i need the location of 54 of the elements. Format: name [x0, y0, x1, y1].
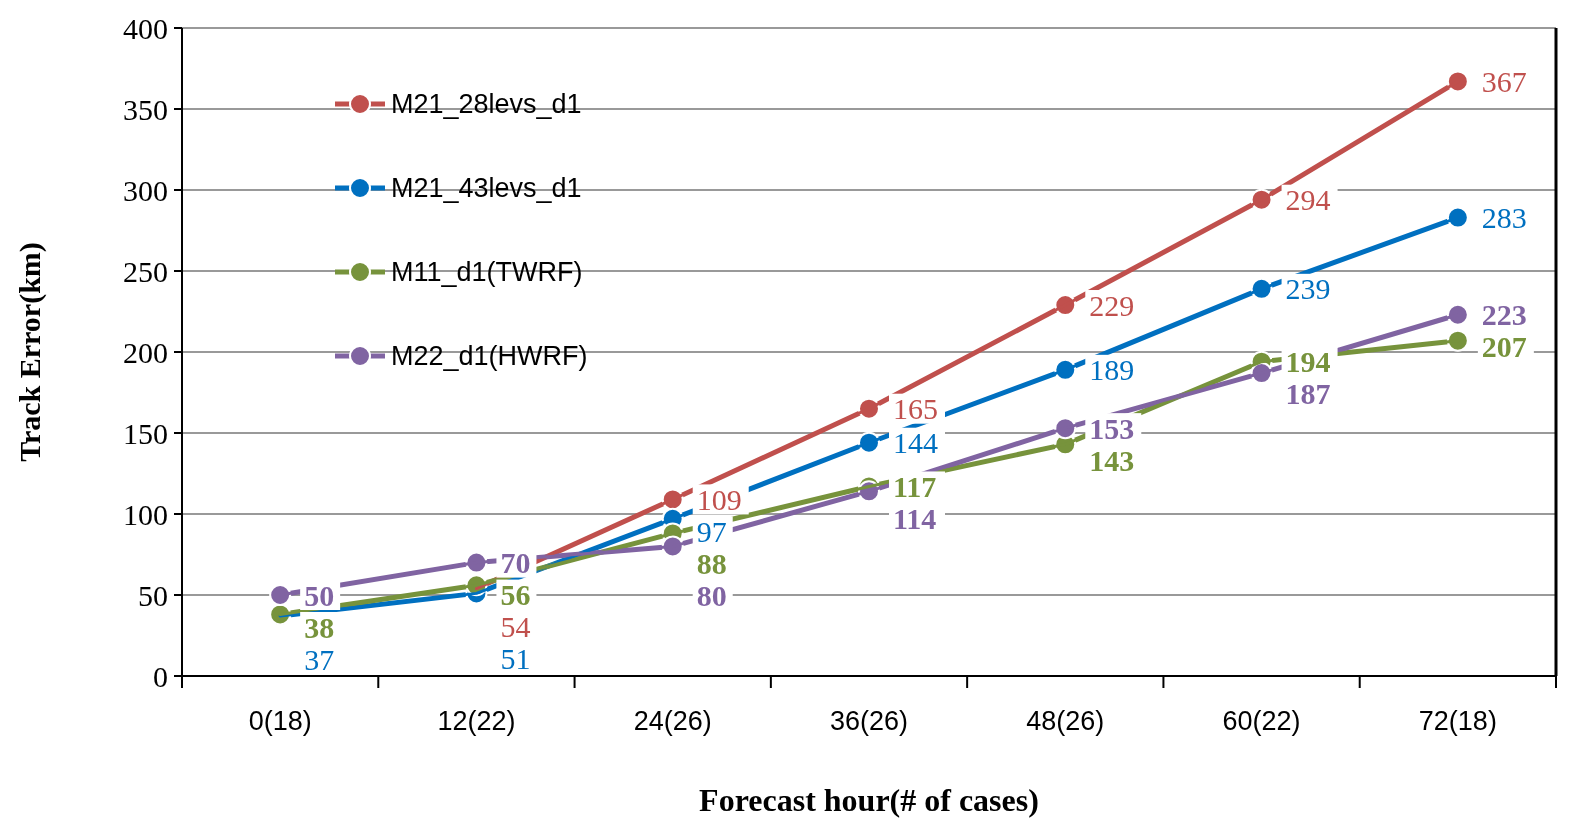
- y-tick-label: 50: [138, 578, 168, 612]
- y-tick-label: 300: [123, 173, 168, 207]
- y-tick-label: 400: [123, 11, 168, 45]
- data-label: 97: [696, 514, 727, 548]
- point: [269, 584, 292, 606]
- y-tick-label: 250: [123, 254, 168, 288]
- data-label: 144: [893, 426, 938, 460]
- x-tick-label: 24(26): [633, 706, 712, 736]
- point: [1446, 329, 1469, 352]
- x-tick-label: 72(18): [1418, 706, 1497, 736]
- legend-label: M21_43levs_d1: [391, 173, 582, 204]
- data-label: 143: [1089, 443, 1135, 477]
- data-label: 187: [1285, 377, 1331, 411]
- legend-label: M11_d1(TWRF): [391, 257, 583, 288]
- data-label: 294: [1285, 183, 1331, 217]
- data-label: 114: [893, 501, 937, 535]
- data-label: 56: [500, 578, 531, 612]
- x-tick-label: 36(26): [829, 706, 909, 736]
- y-tick-label: 100: [123, 497, 168, 531]
- data-label: 51: [500, 642, 531, 676]
- data-label: 207: [1481, 330, 1527, 364]
- point: [1446, 70, 1469, 93]
- data-label: 229: [1089, 288, 1135, 322]
- data-label: 38: [304, 610, 335, 644]
- data-label: 189: [1089, 353, 1135, 387]
- data-label: 50: [304, 578, 335, 612]
- x-tick-label: 0(18): [248, 706, 312, 736]
- y-tick-label: 350: [123, 92, 168, 126]
- legend-label: M21_28levs_d1: [391, 89, 582, 120]
- y-tick-label: 150: [123, 416, 168, 450]
- data-label: 153: [1089, 411, 1135, 445]
- data-label: 223: [1481, 298, 1527, 332]
- data-label: 117: [893, 469, 937, 503]
- point: [1446, 303, 1469, 326]
- data-label: 109: [696, 482, 742, 516]
- y-tick-label: 0: [153, 659, 168, 693]
- data-label: 54: [500, 610, 531, 644]
- data-label: 194: [1285, 345, 1331, 379]
- y-axis-title: Track Error(km): [13, 242, 47, 462]
- point: [1446, 206, 1469, 229]
- data-label: 283: [1481, 201, 1527, 235]
- data-label: 37: [304, 642, 335, 676]
- data-label: 70: [500, 546, 531, 580]
- x-tick-label: 60(22): [1222, 706, 1301, 736]
- data-label: 80: [696, 578, 727, 612]
- data-label: 165: [893, 392, 938, 426]
- data-label: 88: [696, 546, 727, 580]
- data-label: 367: [1481, 64, 1527, 98]
- x-tick-label: 48(26): [1026, 706, 1105, 736]
- x-axis-title: Forecast hour(# of cases): [699, 782, 1039, 818]
- data-label: 239: [1285, 272, 1331, 306]
- y-tick-label: 200: [123, 335, 168, 369]
- legend-label: M22_d1(HWRF): [391, 341, 588, 372]
- x-tick-label: 12(22): [437, 706, 516, 736]
